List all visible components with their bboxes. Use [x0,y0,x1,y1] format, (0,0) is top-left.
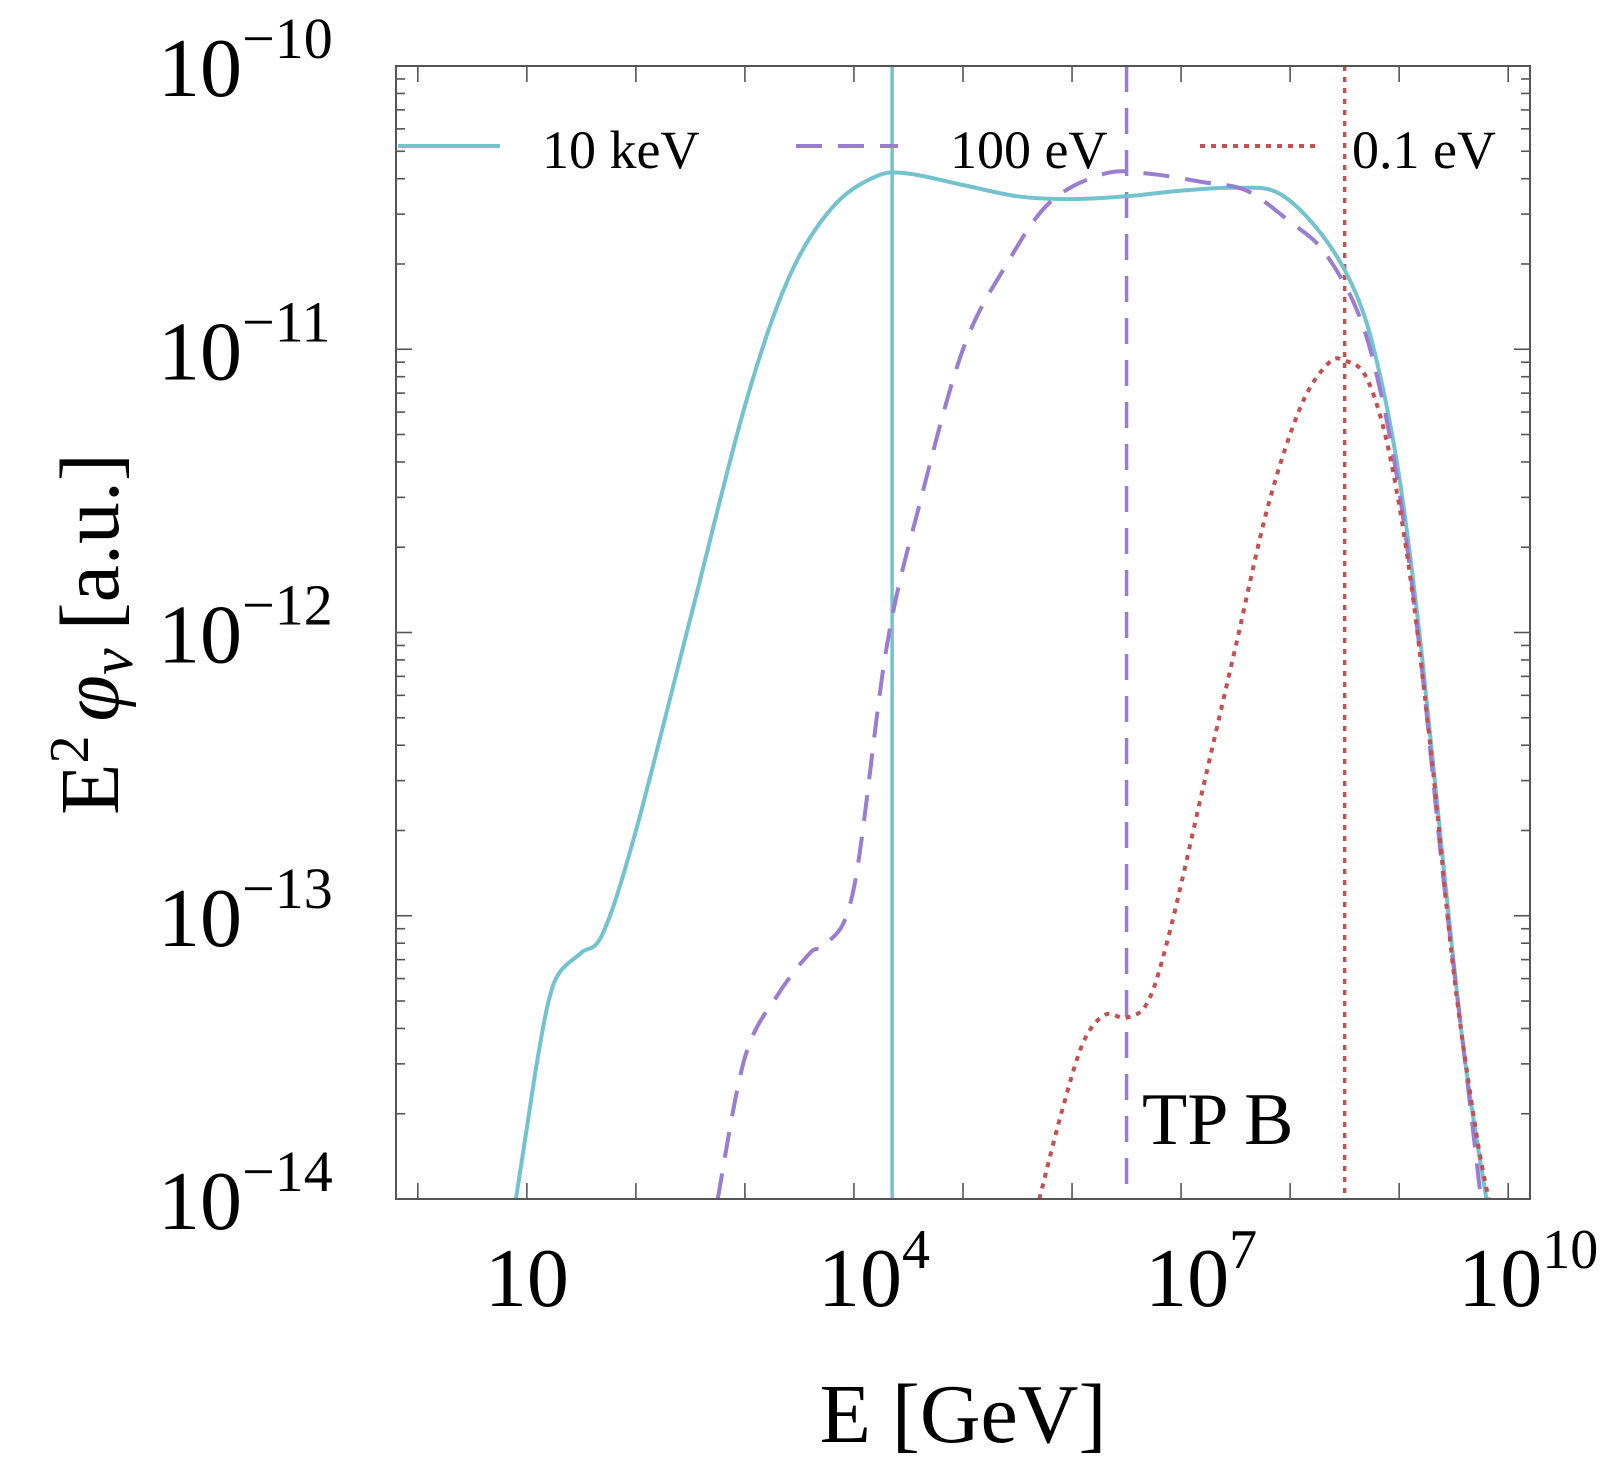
legend-label-10kev: 10 keV [542,120,699,180]
y-tick-label: 10−11 [158,289,331,398]
y-axis-label: E2 φν [a.u.] [39,453,145,815]
series-line-1 [715,169,1483,1200]
y-label-sub: ν [79,648,145,675]
annotation-tp-b: TP B [1142,1079,1293,1161]
legend: 10 keV 100 eV 0.1 eV [398,120,1496,180]
reference-lines [890,66,1347,1199]
series-line-2 [1037,356,1491,1200]
y-tick-label: 10−14 [158,1139,333,1248]
series-lines [513,169,1491,1200]
x-tick-label: 104 [818,1219,930,1325]
y-label-base: E [44,764,137,815]
series-line-0 [513,170,1489,1200]
legend-label-01ev: 0.1 eV [1352,120,1496,180]
legend-label-100ev: 100 eV [950,120,1107,180]
y-label-sup: 2 [39,736,101,764]
x-tick-label: 1010 [1458,1219,1598,1325]
svg-text:E2φν[a.u.]: E2 φν [a.u.] [39,453,145,815]
y-tick-label: 10−10 [158,6,333,115]
y-tick-label: 10−12 [158,573,333,682]
plot-frame [395,65,1531,1200]
y-label-unit: [a.u.] [44,453,137,630]
y-tick-labels: 10−10 10−11 10−12 10−13 10−14 [158,6,333,1248]
y-tick-label: 10−13 [158,856,333,965]
x-tick-label: 10 [485,1232,569,1325]
x-tick-label: 107 [1145,1219,1257,1325]
y-label-phi: φ [44,675,137,721]
axis-ticks [396,65,1530,1200]
x-tick-labels: 10 104 107 1010 [485,1219,1598,1325]
x-axis-label: E [GeV] [820,1368,1107,1461]
